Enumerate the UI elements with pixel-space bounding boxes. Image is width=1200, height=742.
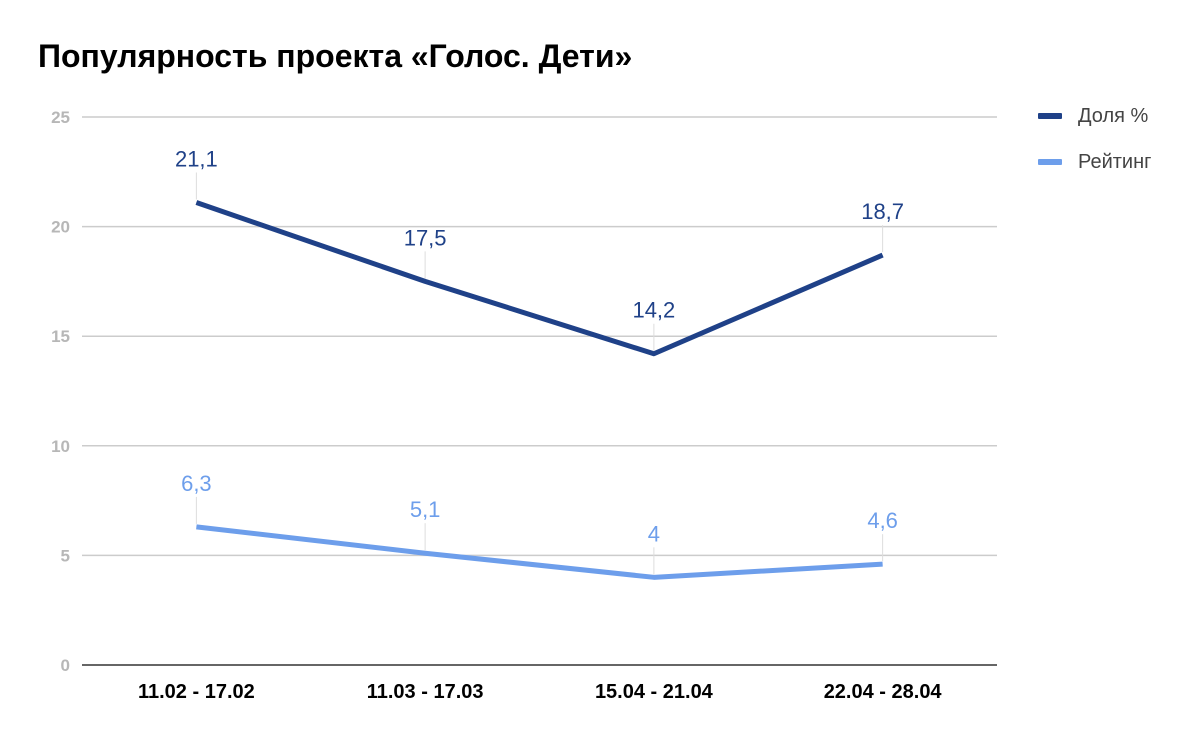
legend-item-rating[interactable]: Рейтинг [1038, 150, 1151, 174]
legend-swatch-share [1038, 113, 1062, 119]
data-label: 21,1 [175, 146, 218, 171]
x-tick-label: 11.03 - 17.03 [367, 681, 484, 703]
y-tick-label: 15 [51, 327, 70, 346]
legend-item-share[interactable]: Доля % [1038, 104, 1151, 128]
series-lines [195, 200, 884, 580]
x-tick-label: 11.02 - 17.02 [138, 681, 255, 703]
data-label: 6,3 [181, 471, 212, 496]
legend: Доля % Рейтинг [1038, 104, 1151, 196]
series-line-1 [196, 524, 883, 580]
x-axis-ticks: 11.02 - 17.02 11.03 - 17.03 15.04 - 21.04 2… [138, 681, 942, 703]
legend-swatch-rating [1038, 159, 1062, 165]
x-tick-label: 15.04 - 21.04 [595, 681, 714, 703]
y-tick-label: 5 [61, 546, 70, 565]
series-line-0 [195, 200, 884, 357]
data-label: 14,2 [632, 298, 675, 323]
data-labels: 21,1 17,5 14,2 18,7 6,3 5,1 4 4,6 [175, 146, 904, 575]
legend-label-rating: Рейтинг [1078, 150, 1152, 173]
y-tick-label: 25 [51, 108, 70, 127]
data-label: 4,6 [867, 508, 898, 533]
y-tick-label: 20 [51, 218, 70, 237]
y-tick-label: 0 [61, 656, 70, 675]
x-tick-label: 22.04 - 28.04 [824, 681, 943, 703]
data-label: 18,7 [861, 199, 904, 224]
y-axis-ticks: 0 5 10 15 20 25 [51, 108, 70, 675]
data-label: 17,5 [404, 225, 447, 250]
data-label: 4 [648, 521, 660, 546]
grid-lines [82, 116, 997, 666]
y-tick-label: 10 [51, 437, 70, 456]
data-label: 5,1 [410, 497, 441, 522]
legend-label-share: Доля % [1078, 104, 1149, 127]
chart-title: Популярность проекта «Голос. Дети» [38, 38, 633, 74]
